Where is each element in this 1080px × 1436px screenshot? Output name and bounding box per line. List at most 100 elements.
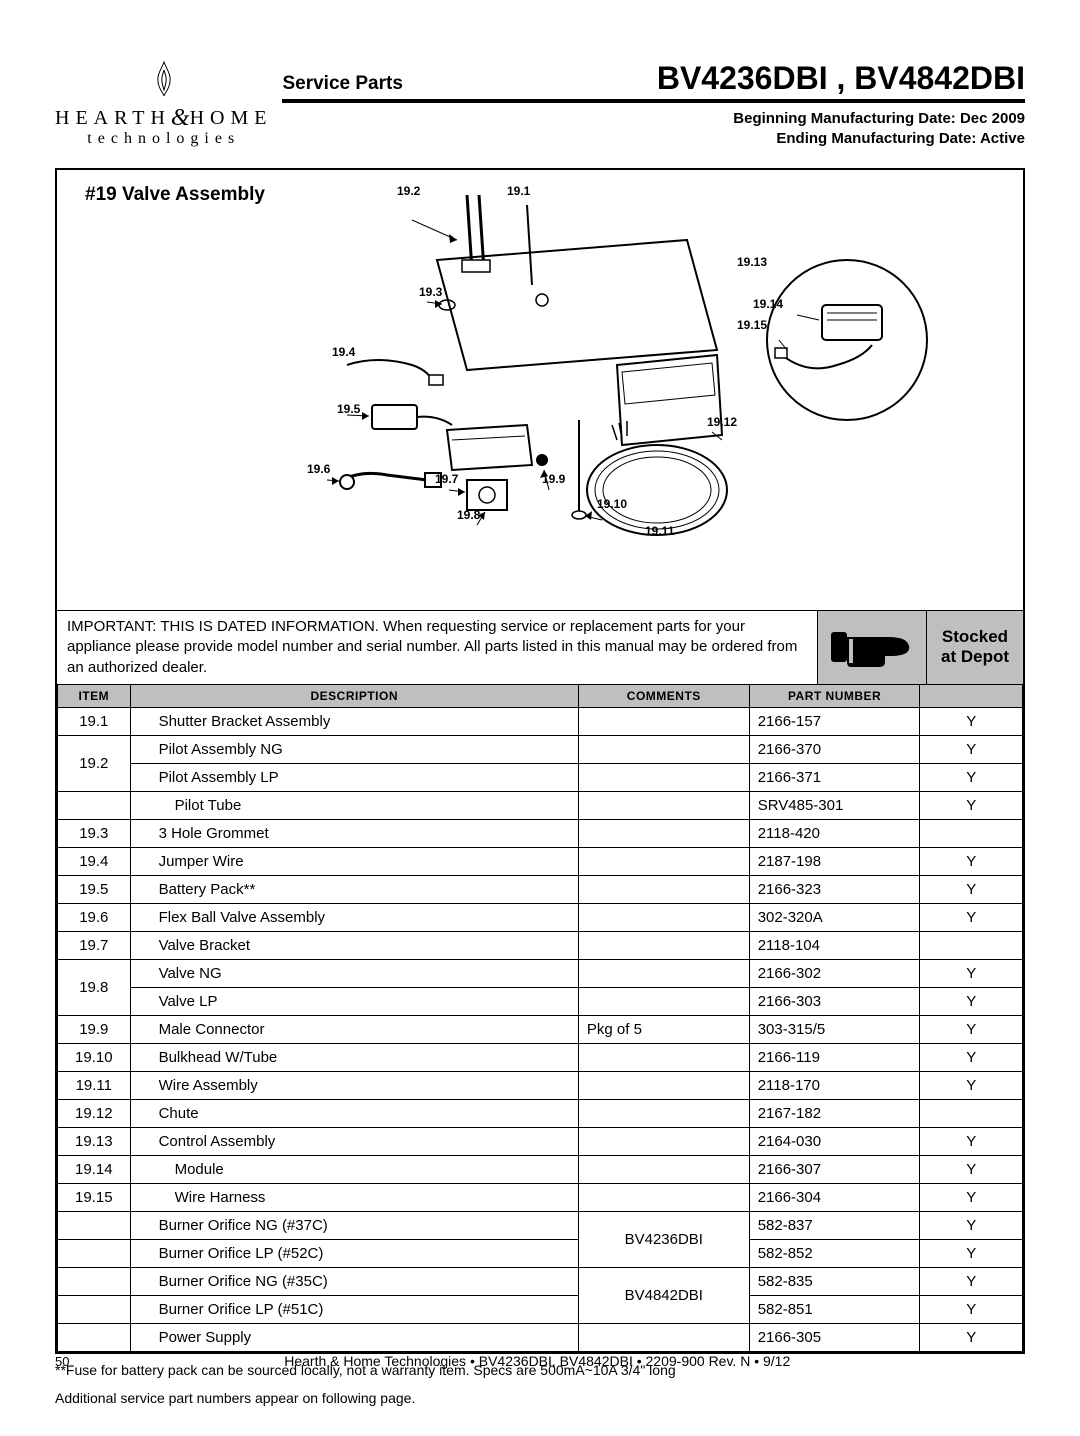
cell-item: 19.7 — [58, 931, 131, 959]
table-row: 19.4Jumper Wire2187-198Y — [58, 847, 1023, 875]
table-header-row: ITEM DESCRIPTION COMMENTS PART NUMBER — [58, 684, 1023, 707]
cell-part-number: 2166-371 — [749, 763, 920, 791]
cell-item — [58, 1295, 131, 1323]
cell-stocked — [920, 819, 1023, 847]
cell-comments — [578, 959, 749, 987]
cell-comments: Pkg of 5 — [578, 1015, 749, 1043]
cell-stocked: Y — [920, 959, 1023, 987]
cell-stocked: Y — [920, 1239, 1023, 1267]
callout-19-9: 19.9 — [542, 472, 565, 486]
th-desc: DESCRIPTION — [130, 684, 578, 707]
callout-19-11: 19.11 — [645, 524, 674, 538]
table-row: Power Supply2166-305Y — [58, 1323, 1023, 1351]
cell-description: Burner Orifice LP (#52C) — [130, 1239, 578, 1267]
cell-stocked: Y — [920, 1267, 1023, 1295]
cell-item: 19.8 — [58, 959, 131, 1015]
cell-description: Valve LP — [130, 987, 578, 1015]
callout-19-6: 19.6 — [307, 462, 330, 476]
cell-comments — [578, 1183, 749, 1211]
parts-table: ITEM DESCRIPTION COMMENTS PART NUMBER 19… — [57, 684, 1023, 1352]
th-stocked — [920, 684, 1023, 707]
table-row: 19.10Bulkhead W/Tube2166-119Y — [58, 1043, 1023, 1071]
cell-part-number: SRV485-301 — [749, 791, 920, 819]
cell-part-number: 2166-305 — [749, 1323, 920, 1351]
table-row: 19.5Battery Pack**2166-323Y — [58, 875, 1023, 903]
cell-stocked: Y — [920, 707, 1023, 735]
stocked-label-1: Stocked — [942, 627, 1008, 647]
cell-comments — [578, 1099, 749, 1127]
table-row: Burner Orifice NG (#35C)BV4842DBI582-835… — [58, 1267, 1023, 1295]
cell-description: Burner Orifice NG (#35C) — [130, 1267, 578, 1295]
callout-19-3: 19.3 — [419, 285, 442, 299]
cell-stocked: Y — [920, 1155, 1023, 1183]
important-text: IMPORTANT: THIS IS DATED INFORMATION. Wh… — [57, 611, 817, 684]
model-title: BV4236DBI , BV4842DBI — [657, 60, 1025, 97]
cell-comments — [578, 1155, 749, 1183]
cell-description: Male Connector — [130, 1015, 578, 1043]
table-row: 19.12Chute2167-182 — [58, 1099, 1023, 1127]
th-item: ITEM — [58, 684, 131, 707]
cell-stocked: Y — [920, 1295, 1023, 1323]
cell-stocked: Y — [920, 735, 1023, 763]
logo: HEARTH & HOME technologies — [55, 95, 272, 148]
cell-part-number: 303-315/5 — [749, 1015, 920, 1043]
cell-description: Bulkhead W/Tube — [130, 1043, 578, 1071]
mfg-date-begin: Beginning Manufacturing Date: Dec 2009 — [282, 109, 1025, 129]
cell-description: 3 Hole Grommet — [130, 819, 578, 847]
table-row: 19.11Wire Assembly2118-170Y — [58, 1071, 1023, 1099]
header: HEARTH & HOME technologies Service Parts… — [55, 60, 1025, 148]
logo-subtext: technologies — [87, 130, 240, 148]
pointing-hand-cell — [817, 611, 927, 684]
cell-part-number: 2118-420 — [749, 819, 920, 847]
cell-stocked: Y — [920, 1071, 1023, 1099]
cell-description: Flex Ball Valve Assembly — [130, 903, 578, 931]
cell-comments — [578, 987, 749, 1015]
cell-description: Wire Assembly — [130, 1071, 578, 1099]
logo-ampersand: & — [171, 105, 190, 132]
cell-item — [58, 791, 131, 819]
table-row: 19.8Valve NG2166-302Y — [58, 959, 1023, 987]
cell-part-number: 582-852 — [749, 1239, 920, 1267]
flame-icon — [149, 60, 179, 98]
stocked-header-cell: Stocked at Depot — [927, 611, 1023, 684]
cell-part-number: 582-851 — [749, 1295, 920, 1323]
table-row: Pilot TubeSRV485-301Y — [58, 791, 1023, 819]
footer-text: Hearth & Home Technologies • BV4236DBI, … — [69, 1353, 1005, 1369]
cell-part-number: 2166-323 — [749, 875, 920, 903]
important-row: IMPORTANT: THIS IS DATED INFORMATION. Wh… — [57, 610, 1023, 684]
page-footer: 50 Hearth & Home Technologies • BV4236DB… — [55, 1353, 1025, 1369]
cell-part-number: 2167-182 — [749, 1099, 920, 1127]
cell-item: 19.13 — [58, 1127, 131, 1155]
callout-19-15: 19.15 — [737, 318, 767, 332]
cell-part-number: 2166-157 — [749, 707, 920, 735]
table-row: 19.33 Hole Grommet2118-420 — [58, 819, 1023, 847]
table-row: 19.15Wire Harness2166-304Y — [58, 1183, 1023, 1211]
mfg-date-end: Ending Manufacturing Date: Active — [282, 129, 1025, 149]
callout-19-2: 19.2 — [397, 184, 420, 198]
callout-19-1: 19.1 — [507, 184, 530, 198]
cell-stocked: Y — [920, 763, 1023, 791]
callout-19-14: 19.14 — [753, 297, 783, 311]
table-row: Burner Orifice LP (#52C) 582-852Y — [58, 1239, 1023, 1267]
cell-comments — [578, 931, 749, 959]
table-row: 19.14Module2166-307Y — [58, 1155, 1023, 1183]
cell-comments: BV4236DBI — [578, 1211, 749, 1267]
cell-description: Burner Orifice NG (#37C) — [130, 1211, 578, 1239]
cell-comments — [578, 707, 749, 735]
cell-description: Jumper Wire — [130, 847, 578, 875]
cell-item: 19.12 — [58, 1099, 131, 1127]
cell-stocked: Y — [920, 847, 1023, 875]
table-row: 19.7Valve Bracket2118-104 — [58, 931, 1023, 959]
cell-part-number: 2164-030 — [749, 1127, 920, 1155]
cell-part-number: 582-837 — [749, 1211, 920, 1239]
cell-item: 19.5 — [58, 875, 131, 903]
cell-stocked — [920, 931, 1023, 959]
cell-item — [58, 1267, 131, 1295]
cell-comments — [578, 1127, 749, 1155]
cell-part-number: 2166-119 — [749, 1043, 920, 1071]
cell-description: Pilot Assembly NG — [130, 735, 578, 763]
diagram-svg — [317, 180, 957, 610]
cell-description: Valve NG — [130, 959, 578, 987]
cell-description: Wire Harness — [130, 1183, 578, 1211]
exploded-diagram: #19 Valve Assembly — [57, 170, 1023, 610]
